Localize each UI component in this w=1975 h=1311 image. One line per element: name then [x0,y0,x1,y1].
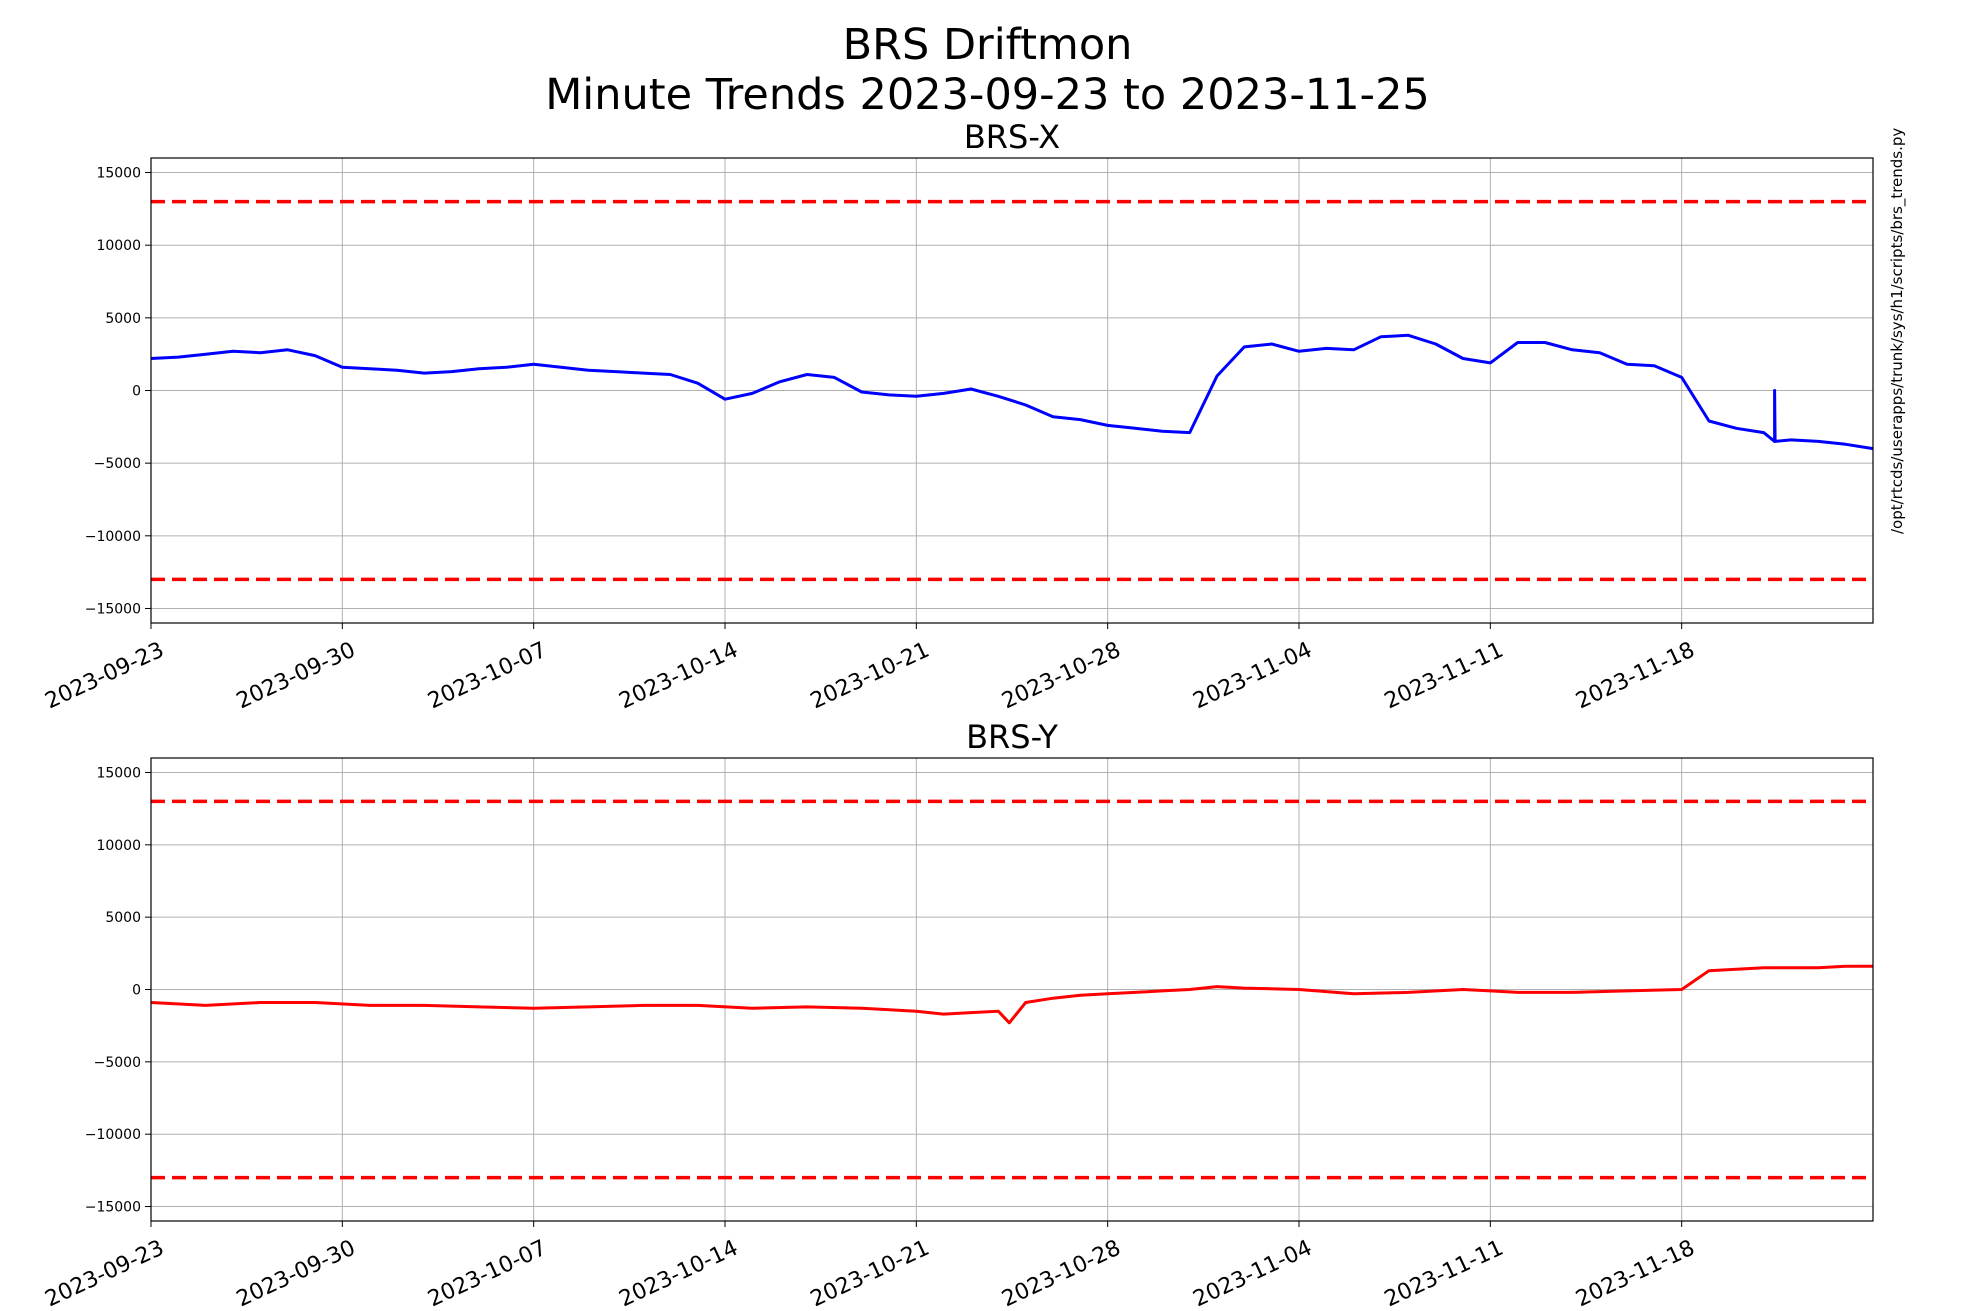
y-tick-label: −5000 [94,1055,141,1071]
figure-title-line2: Minute Trends 2023-09-23 to 2023-11-25 [545,70,1430,120]
plot-frame [150,757,1874,1222]
y-tick-label: −15000 [85,1200,141,1216]
x-tick-label: 2023-11-04 [1190,638,1316,715]
x-tick-label: 2023-11-18 [1572,1236,1698,1311]
x-tick-label: 2023-11-11 [1381,1236,1507,1311]
x-tick-label: 2023-10-14 [616,1236,742,1311]
x-tick-label: 2023-09-30 [233,638,359,715]
x-tick-label: 2023-10-28 [998,638,1124,715]
x-tick-label: 2023-09-23 [42,638,168,715]
x-tick-label: 2023-10-07 [424,1236,550,1311]
x-tick-label: 2023-10-21 [807,1236,933,1311]
series-line-brs-y [150,964,1873,1025]
y-tick-label: 15000 [96,166,141,182]
x-tick-label: 2023-09-23 [42,1236,168,1311]
x-tick-label: 2023-11-18 [1572,638,1698,715]
y-tick-label: −5000 [94,456,141,472]
y-tick-label: −15000 [85,601,141,617]
y-tick-label: 0 [132,384,141,400]
x-tick-label: 2023-11-04 [1190,1236,1316,1311]
x-tick-label: 2023-11-11 [1381,638,1507,715]
y-tick-label: 0 [132,983,141,999]
panel-title: BRS-Y [966,718,1058,756]
x-tick-label: 2023-10-21 [807,638,933,715]
chart-panel-brs-y: −15000 −10000 −5000 0 5000 10000 15000 2023-09-… [42,718,1874,1311]
y-tick-label: 10000 [96,838,141,854]
panel-title: BRS-X [964,118,1060,156]
chart-panel-brs-x: −15000 −10000 −5000 0 5000 10000 15000 2023-09-… [42,118,1874,715]
x-tick-label: 2023-10-14 [616,638,742,715]
plot-frame [150,157,1874,624]
y-tick-label: 5000 [105,311,141,327]
y-tick-label: −10000 [85,529,141,545]
figure-title-line1: BRS Driftmon [842,20,1133,70]
y-tick-label: −10000 [85,1127,141,1143]
x-tick-label: 2023-10-07 [424,638,550,715]
y-tick-label: 5000 [105,910,141,926]
x-tick-label: 2023-10-28 [998,1236,1124,1311]
x-tick-label: 2023-09-30 [233,1236,359,1311]
y-tick-label: 15000 [96,765,141,781]
series-line-brs-x [150,333,1874,451]
y-tick-label: 10000 [96,238,141,254]
